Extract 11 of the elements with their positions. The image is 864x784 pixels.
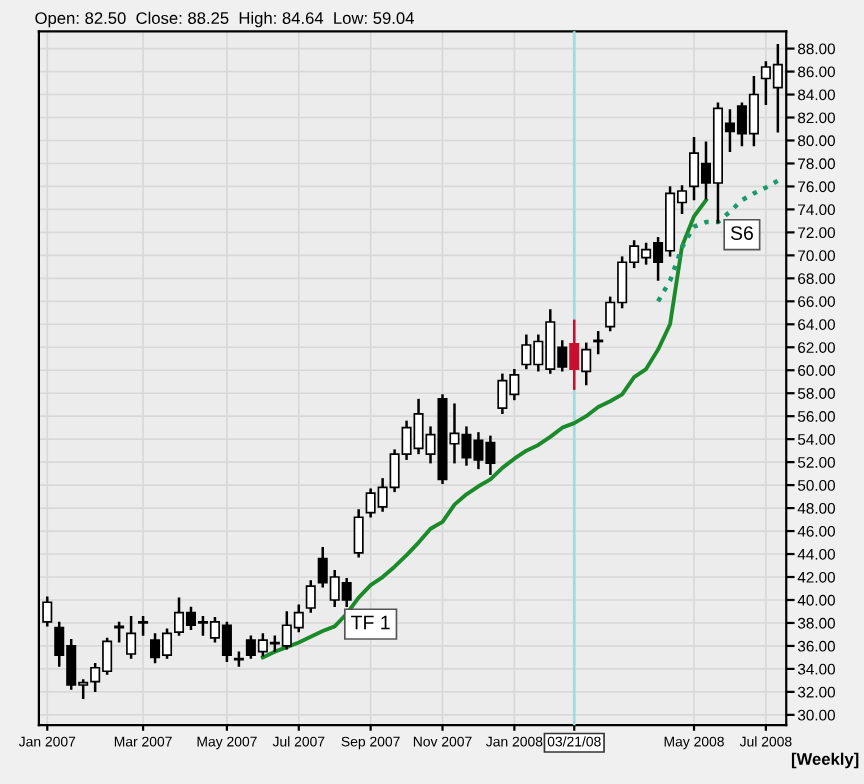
candlestick xyxy=(126,615,137,659)
text: Open: 82.50 Close: 88.25 High: 84.64 Low: 59.04 xyxy=(35,11,414,28)
series-label: TF 1 xyxy=(351,615,390,630)
candlestick xyxy=(581,342,592,386)
candlestick xyxy=(353,509,364,558)
candlestick xyxy=(305,580,316,613)
line-series xyxy=(655,178,781,304)
series-label: S6 xyxy=(730,226,753,240)
candlestick xyxy=(569,319,580,390)
line-series xyxy=(260,198,708,660)
text: [Weekly] xyxy=(791,752,859,769)
